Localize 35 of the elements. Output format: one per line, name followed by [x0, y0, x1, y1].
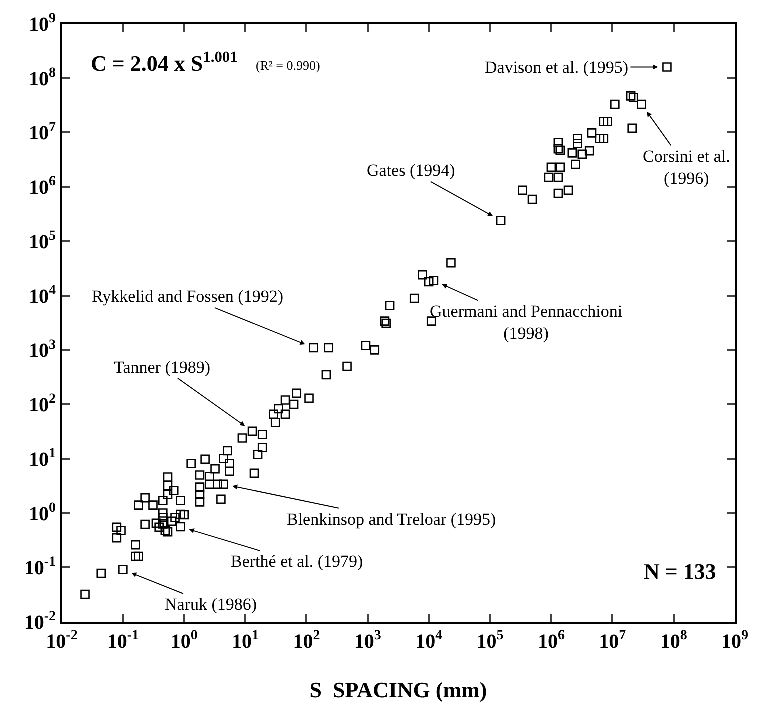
x-tick-label: 10$^{-1}$: [107, 628, 140, 653]
annotation: Corsini et al. (1996): [643, 147, 730, 188]
x-axis-title: S SPACING (mm): [310, 677, 488, 702]
annotation: Davison et al. (1995): [485, 58, 629, 77]
annotation: Berthé et al. (1979): [231, 552, 364, 571]
x-tick-label: 10$^{2}$: [293, 628, 320, 653]
annotation: C = 2.04 x S$^{1.001}$: [91, 49, 238, 76]
x-tick-label: 10$^{0}$: [170, 628, 198, 653]
y-tick-label: 10$^{4}$: [29, 283, 56, 308]
annotation: Gates (1994): [367, 161, 456, 180]
y-tick-label: 10$^{9}$: [29, 12, 56, 36]
y-tick-label: 10$^{0}$: [29, 500, 56, 526]
x-tick-label: 10$^{5}$: [476, 628, 504, 653]
annotation: Tanner (1989): [114, 358, 211, 377]
annotation: Rykkelid and Fossen (1992): [92, 287, 284, 306]
y-tick-label: 10$^{3}$: [29, 338, 56, 362]
y-tick-label: 10$^{8}$: [29, 66, 56, 90]
annotation: Blenkinsop and Treloar (1995): [287, 510, 496, 529]
x-tick-label: 10$^{4}$: [416, 628, 443, 653]
x-tick-label: 10$^{7}$: [599, 628, 626, 653]
y-tick-label: 10$^{7}$: [29, 120, 56, 145]
x-tick-label: 10$^{6}$: [538, 628, 565, 653]
x-tick-label: 10$^{1}$: [232, 628, 260, 653]
y-tick-label: 10$^{-1}$: [24, 555, 56, 580]
x-tick-label: 10$^{8}$: [660, 628, 688, 653]
annotation: Naruk (1986): [165, 595, 258, 614]
y-tick-label: 10$^{2}$: [29, 392, 56, 417]
annotation: Guermani and Pennacchioni (1998): [430, 302, 623, 344]
y-tick-label: 10$^{1}$: [29, 446, 56, 471]
annotation: (R² = 0.990): [256, 58, 320, 73]
annotation: N = 133: [644, 559, 716, 584]
y-tick-label: 10$^{6}$: [29, 174, 56, 200]
x-tick-label: 10$^{3}$: [354, 628, 382, 653]
y-tick-label: 10$^{5}$: [29, 229, 56, 254]
x-tick-label: 10$^{9}$: [722, 628, 748, 653]
